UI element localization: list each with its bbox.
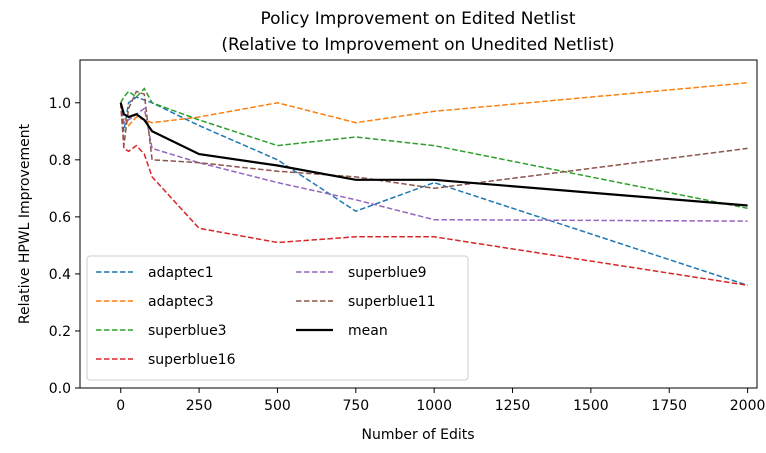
series-line-mean bbox=[119, 102, 748, 207]
y-axis-ticks: 0.0 0.2 0.4 0.6 0.8 1.0 bbox=[49, 96, 80, 397]
series-line-superblue9 bbox=[119, 102, 748, 222]
y-tick-label: 0.0 bbox=[49, 381, 71, 397]
legend-label-superblue3: superblue3 bbox=[148, 323, 227, 339]
legend-label-adaptec1: adaptec1 bbox=[148, 265, 214, 281]
series-line-superblue3 bbox=[120, 87, 748, 210]
legend: adaptec1 adaptec3 superblue3 superblue16 sup… bbox=[86, 255, 469, 381]
legend-box bbox=[86, 255, 469, 381]
y-tick-label: 0.6 bbox=[49, 210, 71, 226]
legend-label-superblue9: superblue9 bbox=[348, 265, 427, 281]
x-tick-label: 1000 bbox=[416, 398, 452, 414]
x-tick-label: 750 bbox=[342, 398, 369, 414]
y-axis-label: Relative HPWL Improvement bbox=[17, 123, 33, 324]
legend-label-superblue11: superblue11 bbox=[348, 294, 436, 310]
x-axis-label: Number of Edits bbox=[361, 427, 474, 443]
legend-label-adaptec3: adaptec3 bbox=[148, 294, 214, 310]
x-tick-label: 500 bbox=[264, 398, 291, 414]
chart-subtitle: (Relative to Improvement on Unedited Net… bbox=[221, 35, 614, 55]
x-tick-label: 2000 bbox=[730, 398, 766, 414]
x-tick-label: 1750 bbox=[651, 398, 687, 414]
x-tick-label: 1500 bbox=[573, 398, 609, 414]
series-line-superblue16 bbox=[119, 102, 748, 287]
x-tick-label: 1250 bbox=[495, 398, 531, 414]
x-tick-label: 250 bbox=[186, 398, 213, 414]
y-tick-label: 0.2 bbox=[49, 324, 71, 340]
x-tick-label: 0 bbox=[116, 398, 125, 414]
legend-label-superblue16: superblue16 bbox=[148, 352, 236, 368]
y-tick-label: 0.4 bbox=[49, 267, 71, 283]
x-axis-ticks: 0 250 500 750 1000 1250 1500 1750 2000 bbox=[116, 388, 765, 414]
y-tick-label: 1.0 bbox=[49, 96, 71, 112]
series-lines bbox=[119, 82, 748, 287]
legend-label-mean: mean bbox=[348, 323, 388, 339]
plot-frame bbox=[79, 59, 758, 389]
chart-title: Policy Improvement on Edited Netlist bbox=[260, 9, 575, 29]
y-tick-label: 0.8 bbox=[49, 153, 71, 169]
